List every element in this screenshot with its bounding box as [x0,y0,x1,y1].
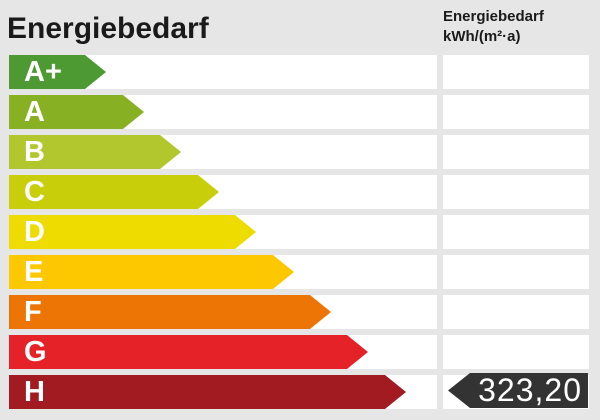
value-indicator-tag: 323,20 [448,373,588,408]
unit-header: Energiebedarf kWh/(m²·a) [443,7,544,47]
row-value-cell [443,95,589,129]
energy-row: F [0,295,600,329]
energy-bar-arrow: A [9,95,144,129]
energy-bar-arrow: E [9,255,294,289]
energy-bar-arrow: G [9,335,368,369]
energy-row: E [0,255,600,289]
energy-class-label: D [24,216,45,248]
row-value-cell [443,255,589,289]
row-value-cell [443,335,589,369]
row-value-cell [443,215,589,249]
energy-class-label: F [24,296,42,328]
energy-class-label: G [24,336,47,368]
energy-bar-arrow: H [9,375,406,409]
energy-bar-arrow: B [9,135,181,169]
energy-class-label: A [24,96,45,128]
energy-class-label: A+ [24,56,62,88]
energy-row: A [0,95,600,129]
energy-row: C [0,175,600,209]
energy-row: B [0,135,600,169]
page-title: Energiebedarf [7,12,209,45]
row-value-cell [443,295,589,329]
energy-class-label: E [24,256,44,288]
energy-row: A+ [0,55,600,89]
energy-bar-arrow: F [9,295,331,329]
energy-class-label: B [24,136,45,168]
energy-row: G [0,335,600,369]
energy-row: D [0,215,600,249]
unit-header-line1: Energiebedarf [443,8,544,25]
energy-bar-arrow: C [9,175,219,209]
energy-bar-arrow: A+ [9,55,106,89]
energy-class-label: H [24,376,45,408]
row-value-cell [443,135,589,169]
energy-bar-arrow: D [9,215,256,249]
unit-header-line2: kWh/(m²·a) [443,28,521,45]
value-text: 323,20 [478,372,582,408]
energy-class-label: C [24,176,45,208]
row-value-cell [443,55,589,89]
row-value-cell [443,175,589,209]
